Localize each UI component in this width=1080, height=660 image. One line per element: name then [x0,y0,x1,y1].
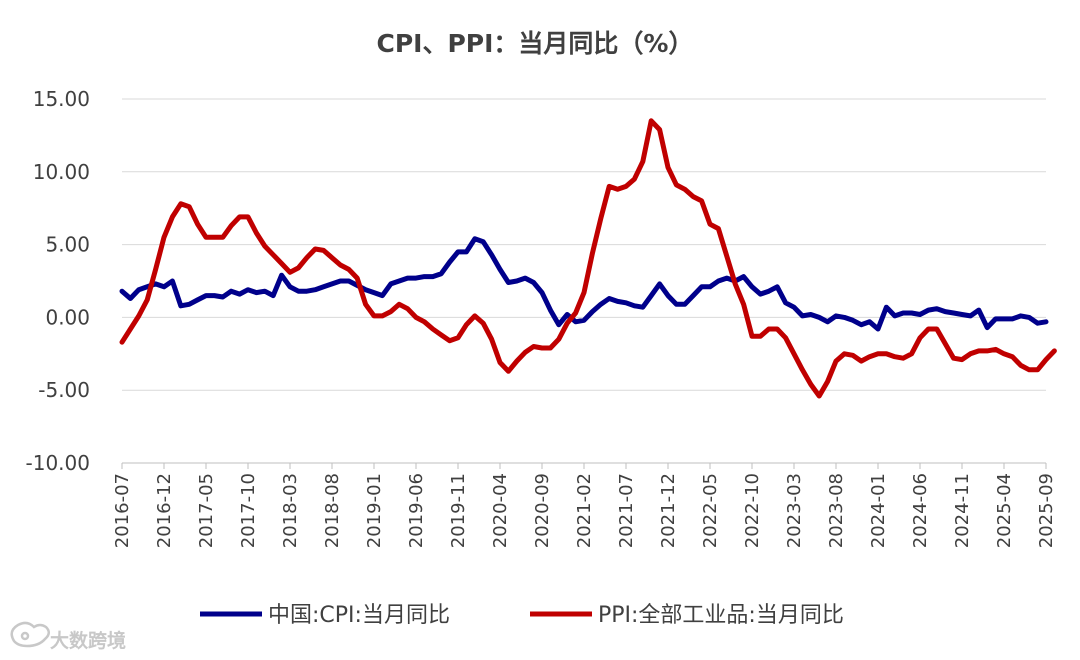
x-tick-label: 2022-10 [742,473,763,548]
x-tick-label: 2016-07 [112,473,133,548]
x-tick-label: 2024-11 [952,473,973,548]
watermark: 大数跨境 [10,621,126,652]
x-axis-tick-labels: 2016-07 2016-12 2017-05 2017-10 2018-03 2018-… [112,463,1057,548]
x-tick-label: 2024-06 [910,473,931,548]
y-tick-label: 10.00 [33,160,90,184]
watermark-text: 大数跨境 [50,629,126,652]
series-lines [119,118,1057,399]
y-tick-label: -10.00 [26,451,90,475]
series-line-ppi [119,118,1057,399]
x-tick-label: 2021-07 [616,473,637,548]
x-tick-label: 2019-01 [364,473,385,548]
y-tick-label: 15.00 [33,87,90,111]
x-tick-label: 2016-12 [154,473,175,548]
y-axis-tick-labels: 15.00 10.00 5.00 0.00 -5.00 -10.00 [26,87,90,475]
x-tick-label: 2019-11 [448,473,469,548]
x-tick-label: 2017-10 [238,473,259,548]
x-tick-label: 2020-09 [532,473,553,548]
x-tick-label: 2024-01 [868,473,889,548]
y-tick-label: -5.00 [38,378,90,402]
x-tick-label: 2023-03 [784,473,805,548]
weibo-logo-icon [10,621,50,648]
x-tick-label: 2025-04 [994,473,1015,548]
x-tick-label: 2020-04 [490,473,511,548]
series-line-cpi [119,236,1049,332]
chart-title: CPI、PPI：当月同比（%） [377,29,694,58]
x-tick-label: 2017-05 [196,473,217,548]
x-tick-label: 2021-02 [574,473,595,548]
x-tick-label: 2025-09 [1036,473,1057,548]
x-tick-label: 2022-05 [700,473,721,548]
y-tick-label: 0.00 [45,305,90,329]
x-tick-label: 2021-12 [658,473,679,548]
legend-label-ppi: PPI:全部工业品:当月同比 [598,603,844,628]
x-tick-label: 2018-03 [280,473,301,548]
x-tick-label: 2023-08 [826,473,847,548]
y-tick-label: 5.00 [45,233,90,257]
x-tick-label: 2018-08 [322,473,343,548]
x-tick-label: 2019-06 [406,473,427,548]
legend-label-cpi: 中国:CPI:当月同比 [268,603,450,628]
legend: 中国:CPI:当月同比 PPI:全部工业品:当月同比 [200,603,844,628]
